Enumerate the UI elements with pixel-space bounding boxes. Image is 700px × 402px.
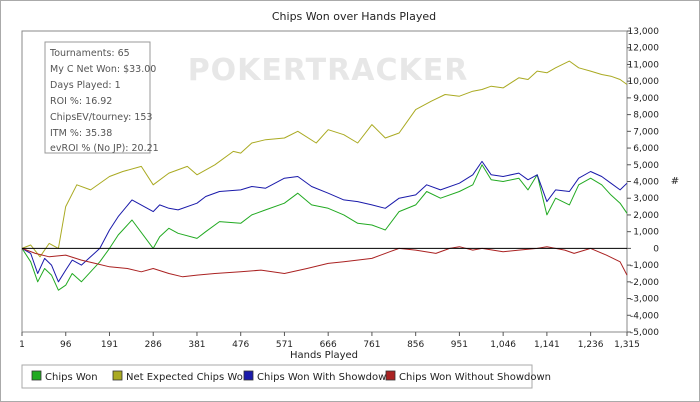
- y-tick-label: 9,000: [633, 94, 659, 104]
- x-tick-label: 951: [451, 340, 468, 350]
- x-tick-label: 761: [363, 340, 380, 350]
- x-tick-label: 286: [145, 340, 162, 350]
- info-box-frame: [44, 41, 151, 154]
- legend-swatch: [112, 370, 123, 381]
- info-line: My C Net Won: $33.00: [50, 64, 156, 75]
- y-tick-label: 3,000: [633, 194, 659, 204]
- x-tick-label: 381: [188, 340, 205, 350]
- x-tick-label: 571: [276, 340, 293, 350]
- y-tick-label: -5,000: [630, 328, 659, 338]
- legend: Chips Won Net Expected Chips Won Chips Won…: [21, 364, 551, 389]
- x-tick-label: 856: [407, 340, 424, 350]
- y-tick-label: 0: [653, 244, 659, 254]
- legend-label: Chips Won With Showdown: [257, 372, 393, 383]
- legend-label: Chips Won: [45, 372, 98, 383]
- series-line-3: [21, 160, 628, 283]
- y-axis: 13,000 12,000 11,000 10,000 9,000 8,000 7,000 6…: [627, 27, 659, 338]
- x-tick-label: 476: [232, 340, 249, 350]
- x-tick-label: 1,046: [490, 340, 516, 350]
- y-tick-label: 4,000: [633, 178, 659, 188]
- x-axis-title: Hands Played: [290, 350, 358, 361]
- y-tick-label: -4,000: [630, 311, 659, 321]
- y-tick-label: -1,000: [630, 261, 659, 271]
- series-line-2: [21, 60, 628, 258]
- x-tick-label: 191: [101, 340, 118, 350]
- series-line-1: [21, 164, 628, 291]
- y-tick-label: 13,000: [628, 27, 660, 37]
- y-tick-label: 1,000: [633, 228, 659, 238]
- x-tick-label: 1,236: [578, 340, 604, 350]
- x-tick-label: 1,141: [534, 340, 560, 350]
- info-line: ITM %: 35.38: [50, 128, 112, 139]
- info-line: ROI %: 16.92: [50, 96, 112, 107]
- y-tick-label: 11,000: [628, 60, 660, 70]
- legend-label: Net Expected Chips Won: [126, 372, 249, 383]
- x-tick-label: 96: [60, 340, 72, 350]
- x-tick-label: 666: [320, 340, 337, 350]
- y-tick-label: 7,000: [633, 127, 659, 137]
- info-box: Tournaments: 65 My C Net Won: $33.00 Day…: [44, 41, 159, 154]
- y-tick-label: -2,000: [630, 278, 659, 288]
- series-layer: [21, 60, 628, 291]
- legend-label: Chips Won Without Showdown: [399, 372, 551, 383]
- info-line: Tournaments: 65: [49, 48, 130, 59]
- y-tick-label: 8,000: [633, 111, 659, 121]
- y-tick-label: 12,000: [628, 44, 660, 54]
- x-tick-label: 1: [19, 340, 25, 350]
- y-tick-label: 2,000: [633, 211, 659, 221]
- info-line: Days Played: 1: [50, 80, 121, 91]
- legend-swatch: [243, 370, 254, 381]
- x-axis: 1 96 191 286 381 476 571 666 761 856 951 1,046 1,141…: [19, 332, 640, 350]
- info-line: evROI % (No JP): 20.21: [50, 143, 159, 154]
- y-tick-label: 10,000: [628, 77, 660, 87]
- series-line-4: [21, 246, 628, 278]
- chart-title: Chips Won over Hands Played: [272, 10, 436, 23]
- legend-swatch: [31, 370, 42, 381]
- info-line: ChipsEV/tourney: 153: [50, 112, 152, 123]
- pokertracker-watermark: POKERTRACKER: [188, 53, 469, 88]
- y-tick-label: -3,000: [630, 295, 659, 305]
- y-tick-label: 5,000: [633, 161, 659, 171]
- y-tick-label: 6,000: [633, 144, 659, 154]
- legend-frame: [21, 364, 533, 389]
- x-tick-label: 1,315: [614, 340, 640, 350]
- y-axis-title: #: [671, 176, 679, 187]
- legend-swatch: [385, 370, 396, 381]
